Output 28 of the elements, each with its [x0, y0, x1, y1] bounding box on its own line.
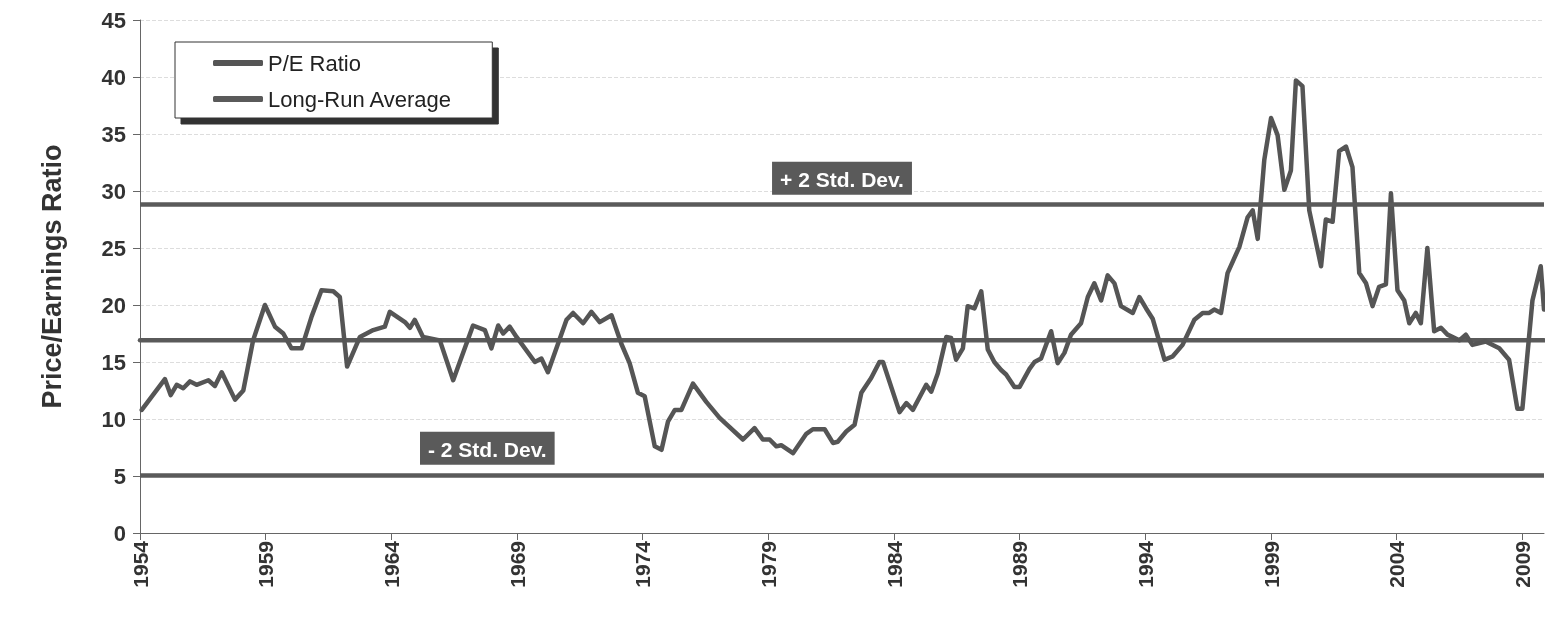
y-tick-label: 25 — [101, 235, 126, 261]
x-tick-label: 1954 — [128, 540, 152, 588]
legend-label: P/E Ratio — [268, 50, 361, 76]
x-tick-label: 1979 — [756, 541, 780, 588]
x-tick-label: 1959 — [254, 541, 278, 588]
x-tick-label: 2004 — [1385, 540, 1409, 588]
y-tick-label: 40 — [101, 64, 126, 90]
y-tick-label: 45 — [101, 7, 126, 33]
legend-label: Long-Run Average — [268, 86, 452, 112]
line-series — [139, 78, 1545, 456]
x-tick-label: 1999 — [1259, 541, 1283, 588]
y-tick-label: 0 — [113, 520, 126, 546]
ref-line-label: - 2 Std. Dev. — [428, 437, 547, 461]
x-tick-label: 1984 — [882, 540, 906, 588]
y-tick-label: 30 — [101, 178, 126, 204]
y-tick-label: 10 — [101, 406, 126, 432]
y-tick-label: 5 — [113, 463, 126, 489]
x-tick-label: 1994 — [1133, 540, 1157, 588]
x-tick-label: 1974 — [631, 540, 655, 588]
y-tick-label: 15 — [101, 349, 126, 375]
y-tick-label: 35 — [101, 121, 126, 147]
x-tick-label: 1969 — [505, 541, 529, 588]
x-tick-label: 1989 — [1008, 541, 1032, 588]
ref-line-label: + 2 Std. Dev. — [780, 167, 904, 191]
y-tick-label: 20 — [101, 292, 126, 318]
y-axis-title: Price/Earnings Ratio — [36, 144, 67, 409]
x-tick-label: 1964 — [379, 540, 403, 588]
x-tick-label: 2009 — [1510, 541, 1534, 588]
